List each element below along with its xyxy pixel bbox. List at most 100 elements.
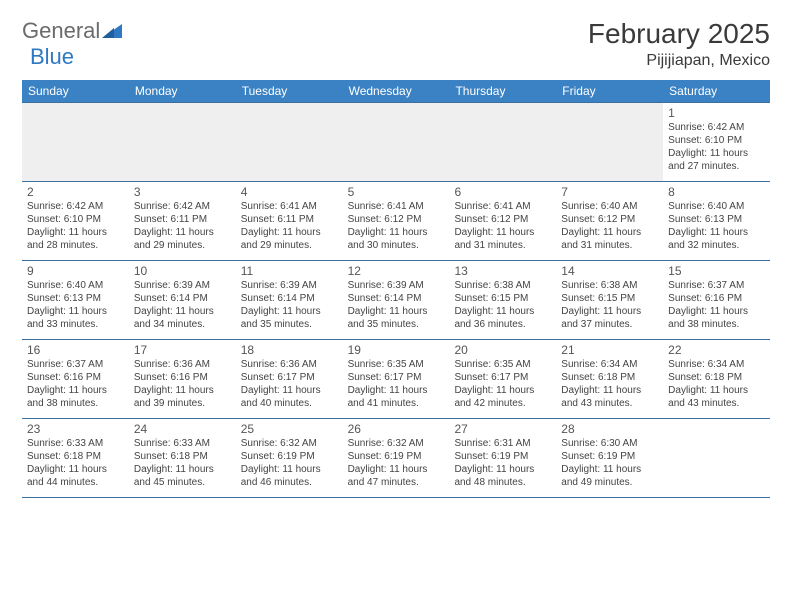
day-number: 11 [241,264,338,279]
calendar-cell: 8Sunrise: 6:40 AMSunset: 6:13 PMDaylight… [663,182,770,260]
sunset-text: Sunset: 6:13 PM [27,293,124,306]
day-number: 15 [668,264,765,279]
sunrise-text: Sunrise: 6:32 AM [241,438,338,451]
sunset-text: Sunset: 6:13 PM [668,214,765,227]
daylight-text: Daylight: 11 hours and 30 minutes. [348,227,445,253]
calendar-week: 23Sunrise: 6:33 AMSunset: 6:18 PMDayligh… [22,419,770,498]
daylight-text: Daylight: 11 hours and 35 minutes. [241,306,338,332]
title-block: February 2025 Pijijiapan, Mexico [588,18,770,70]
calendar-cell: 13Sunrise: 6:38 AMSunset: 6:15 PMDayligh… [449,261,556,339]
day-number: 26 [348,422,445,437]
daylight-text: Daylight: 11 hours and 39 minutes. [134,385,231,411]
daylight-text: Daylight: 11 hours and 47 minutes. [348,464,445,490]
day-number: 27 [454,422,551,437]
daylight-text: Daylight: 11 hours and 38 minutes. [27,385,124,411]
calendar-cell: 10Sunrise: 6:39 AMSunset: 6:14 PMDayligh… [129,261,236,339]
daylight-text: Daylight: 11 hours and 48 minutes. [454,464,551,490]
sunset-text: Sunset: 6:12 PM [561,214,658,227]
day-header-row: Sunday Monday Tuesday Wednesday Thursday… [22,80,770,102]
calendar-cell: 22Sunrise: 6:34 AMSunset: 6:18 PMDayligh… [663,340,770,418]
daylight-text: Daylight: 11 hours and 31 minutes. [454,227,551,253]
day-number: 17 [134,343,231,358]
sunrise-text: Sunrise: 6:37 AM [668,280,765,293]
day-number: 14 [561,264,658,279]
daylight-text: Daylight: 11 hours and 29 minutes. [241,227,338,253]
header: General February 2025 Pijijiapan, Mexico [22,18,770,70]
sunrise-text: Sunrise: 6:38 AM [454,280,551,293]
sunset-text: Sunset: 6:12 PM [454,214,551,227]
logo-text-general: General [22,18,100,44]
sunset-text: Sunset: 6:19 PM [241,451,338,464]
day-header: Tuesday [236,80,343,102]
calendar-cell: 16Sunrise: 6:37 AMSunset: 6:16 PMDayligh… [22,340,129,418]
calendar-cell: 11Sunrise: 6:39 AMSunset: 6:14 PMDayligh… [236,261,343,339]
calendar-cell: 1Sunrise: 6:42 AMSunset: 6:10 PMDaylight… [663,103,770,181]
calendar-cell: 14Sunrise: 6:38 AMSunset: 6:15 PMDayligh… [556,261,663,339]
calendar-cell: 12Sunrise: 6:39 AMSunset: 6:14 PMDayligh… [343,261,450,339]
sunrise-text: Sunrise: 6:39 AM [134,280,231,293]
sunrise-text: Sunrise: 6:37 AM [27,359,124,372]
sunset-text: Sunset: 6:17 PM [454,372,551,385]
daylight-text: Daylight: 11 hours and 31 minutes. [561,227,658,253]
daylight-text: Daylight: 11 hours and 35 minutes. [348,306,445,332]
calendar-cell: 27Sunrise: 6:31 AMSunset: 6:19 PMDayligh… [449,419,556,497]
sunset-text: Sunset: 6:18 PM [134,451,231,464]
day-number: 4 [241,185,338,200]
daylight-text: Daylight: 11 hours and 43 minutes. [668,385,765,411]
sunrise-text: Sunrise: 6:36 AM [134,359,231,372]
calendar-week: 9Sunrise: 6:40 AMSunset: 6:13 PM Daylight… [22,261,770,340]
daylight-text: Daylight: 11 hours and 27 minutes. [668,148,765,174]
sunrise-text: Sunrise: 6:35 AM [348,359,445,372]
calendar-cell: 2Sunrise: 6:42 AMSunset: 6:10 PMDaylight… [22,182,129,260]
daylight-text: Daylight: 11 hours and 29 minutes. [134,227,231,253]
sunrise-text: Sunrise: 6:42 AM [27,201,124,214]
day-number: 5 [348,185,445,200]
location: Pijijiapan, Mexico [588,52,770,70]
calendar-cell: 24Sunrise: 6:33 AMSunset: 6:18 PMDayligh… [129,419,236,497]
sunset-text: Sunset: 6:14 PM [134,293,231,306]
calendar-cell: 23Sunrise: 6:33 AMSunset: 6:18 PMDayligh… [22,419,129,497]
sunset-text: Sunset: 6:19 PM [454,451,551,464]
day-header: Thursday [449,80,556,102]
sunrise-text: Sunrise: 6:41 AM [241,201,338,214]
day-header: Friday [556,80,663,102]
sunrise-text: Sunrise: 6:40 AM [668,201,765,214]
sunrise-text: Sunrise: 6:33 AM [134,438,231,451]
sunrise-text: Sunrise: 6:38 AM [561,280,658,293]
day-number: 18 [241,343,338,358]
calendar-week: 16Sunrise: 6:37 AMSunset: 6:16 PMDayligh… [22,340,770,419]
sunrise-text: Sunrise: 6:42 AM [134,201,231,214]
sunrise-text: Sunrise: 6:39 AM [348,280,445,293]
sunset-text: Sunset: 6:18 PM [27,451,124,464]
sunset-text: Sunset: 6:17 PM [241,372,338,385]
sunrise-text: Sunrise: 6:40 AM [27,280,124,293]
sunrise-text: Sunrise: 6:36 AM [241,359,338,372]
calendar: Sunday Monday Tuesday Wednesday Thursday… [22,80,770,498]
day-number: 6 [454,185,551,200]
day-number: 7 [561,185,658,200]
day-number: 10 [134,264,231,279]
day-number: 3 [134,185,231,200]
day-number: 12 [348,264,445,279]
sunset-text: Sunset: 6:15 PM [561,293,658,306]
day-number: 25 [241,422,338,437]
sunrise-text: Sunrise: 6:32 AM [348,438,445,451]
sunrise-text: Sunrise: 6:33 AM [27,438,124,451]
sunrise-text: Sunrise: 6:40 AM [561,201,658,214]
daylight-text: Daylight: 11 hours and 45 minutes. [134,464,231,490]
day-number: 22 [668,343,765,358]
calendar-cell-blank [449,103,556,181]
logo-text-blue: Blue [30,44,74,70]
sunset-text: Sunset: 6:19 PM [561,451,658,464]
calendar-cell: 9Sunrise: 6:40 AMSunset: 6:13 PMDaylight… [22,261,129,339]
calendar-cell-blank [556,103,663,181]
day-number: 24 [134,422,231,437]
daylight-text: Daylight: 11 hours and 41 minutes. [348,385,445,411]
daylight-text: Daylight: 11 hours and 32 minutes. [668,227,765,253]
daylight-text: Daylight: 11 hours and 44 minutes. [27,464,124,490]
logo-triangle-icon [102,18,122,44]
day-number: 9 [27,264,124,279]
logo: General [22,18,123,44]
daylight-text: Daylight: 11 hours and 49 minutes. [561,464,658,490]
day-number: 2 [27,185,124,200]
